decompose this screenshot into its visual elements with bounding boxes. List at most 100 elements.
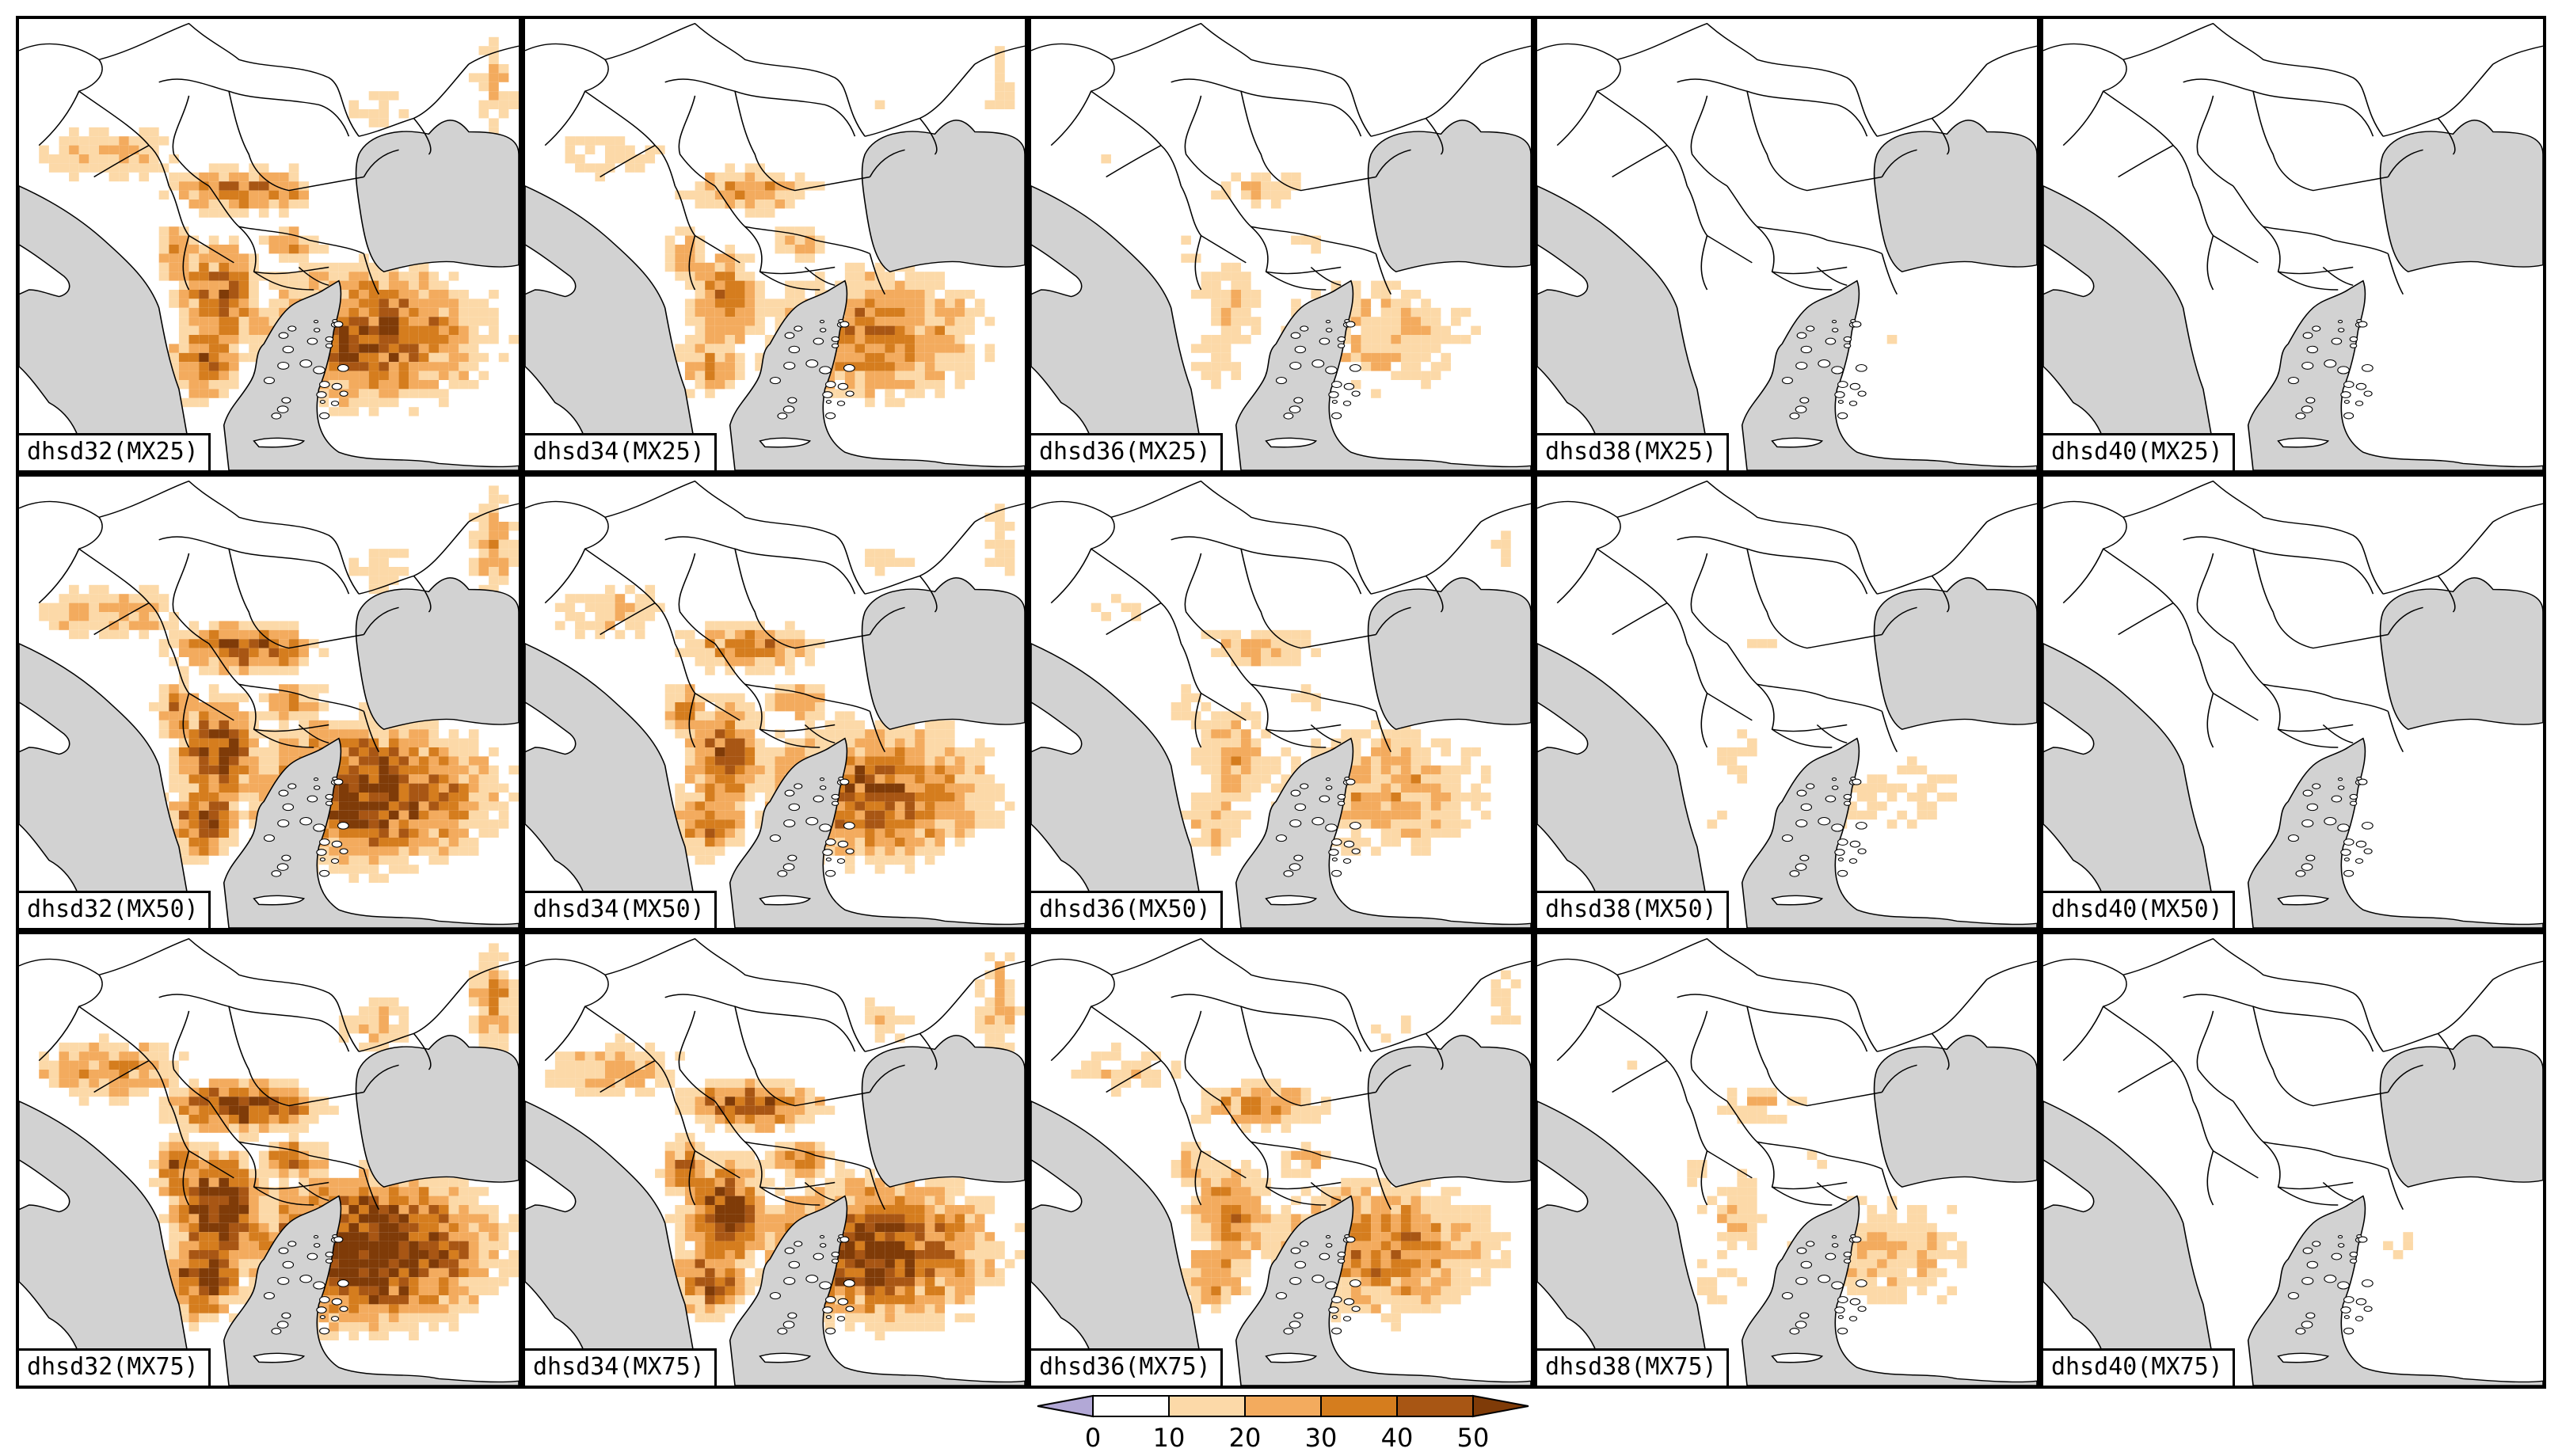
heat-cell: [348, 801, 360, 811]
heat-cell: [119, 594, 129, 603]
heat-cell: [1330, 280, 1342, 290]
map-canvas: [525, 934, 1025, 1386]
heat-cell: [974, 1006, 985, 1016]
heat-cell: [78, 621, 89, 630]
heat-cell: [764, 172, 775, 182]
heat-cell: [705, 756, 715, 766]
heat-cell: [398, 1033, 409, 1043]
heat-cell: [1261, 639, 1271, 648]
heat-cell: [418, 1214, 429, 1223]
border-line: [1180, 643, 1247, 721]
heat-cell: [508, 335, 519, 344]
heat-cell: [409, 1177, 419, 1188]
heat-cell: [439, 362, 449, 371]
heat-cell: [755, 208, 765, 218]
heat-cell: [584, 136, 596, 146]
heat-cell: [1421, 298, 1431, 308]
heat-cell: [1211, 362, 1221, 371]
heat-cell: [299, 1205, 309, 1215]
heat-cell: [1231, 371, 1242, 380]
heat-cell: [388, 272, 399, 281]
heat-cell: [1767, 639, 1777, 648]
heat-cell: [238, 693, 249, 702]
heat-cell: [1291, 181, 1301, 191]
heat-cell: [855, 810, 866, 820]
heat-cell: [655, 1070, 665, 1079]
heat-cell: [805, 702, 815, 712]
heat-cell: [338, 865, 349, 874]
heat-cell: [108, 1042, 120, 1052]
heat-cell: [199, 1177, 209, 1188]
heat-cell: [1220, 335, 1232, 344]
heat-cell: [1451, 819, 1461, 829]
border-line: [363, 1064, 399, 1093]
heat-cell: [695, 262, 706, 272]
heat-cell: [478, 1205, 489, 1215]
border-line: [1480, 45, 1531, 65]
heat-cell: [1220, 765, 1232, 775]
heat-cell: [338, 855, 349, 865]
heat-cell: [249, 181, 259, 191]
heat-cell: [1220, 720, 1232, 730]
map-canvas: [1537, 19, 2037, 470]
heat-cell: [169, 621, 179, 630]
heat-cell: [805, 684, 815, 694]
heat-cell: [1341, 793, 1351, 802]
heat-cell: [915, 828, 925, 838]
heat-cell: [945, 810, 955, 820]
heat-cell: [219, 1232, 230, 1241]
heat-cell: [805, 1142, 815, 1151]
island: [278, 789, 289, 796]
heat-cell: [359, 1042, 369, 1052]
heat-cell: [954, 783, 965, 793]
heat-cell: [308, 702, 319, 712]
heat-cell: [409, 298, 419, 308]
heat-cell: [208, 307, 219, 317]
border-line: [168, 643, 234, 721]
heat-cell: [258, 666, 269, 675]
heat-cell: [675, 629, 685, 640]
island: [313, 785, 321, 790]
heat-cell: [149, 612, 159, 622]
heat-cell: [219, 1241, 230, 1250]
heat-cell: [1241, 810, 1251, 820]
map-canvas: [19, 19, 519, 470]
heat-cell: [1501, 539, 1511, 549]
heat-cell: [199, 181, 209, 191]
island: [1351, 848, 1361, 854]
heat-cell: [348, 1304, 360, 1313]
heat-cell: [478, 1250, 489, 1260]
heat-cell: [814, 272, 825, 281]
heat-cell: [478, 828, 489, 838]
island: [1325, 823, 1338, 832]
heat-cell: [199, 1087, 209, 1097]
heat-cell: [498, 1042, 509, 1052]
heat-cell: [249, 317, 259, 326]
heat-cell: [974, 988, 985, 998]
heat-cell: [219, 846, 230, 856]
heat-cell: [229, 1222, 239, 1233]
heat-cell: [995, 82, 1005, 92]
italy-heel: [19, 701, 70, 755]
heat-cell: [1211, 298, 1221, 308]
heat-cell: [368, 855, 379, 865]
heat-cell: [299, 245, 309, 254]
heat-cell: [219, 639, 230, 648]
heat-cell: [299, 684, 309, 694]
heat-cell: [489, 549, 499, 558]
heat-cell: [645, 594, 656, 603]
heat-cell: [338, 1295, 349, 1305]
heat-cell: [1241, 729, 1251, 739]
heat-cell: [359, 1259, 369, 1268]
heat-cell: [844, 765, 855, 775]
island: [1852, 778, 1862, 785]
heat-cell: [478, 73, 489, 82]
heat-cell: [359, 352, 369, 363]
island: [836, 401, 846, 406]
heat-cell: [725, 629, 736, 640]
heat-cell: [448, 344, 459, 353]
heat-cell: [428, 729, 440, 739]
heat-cell: [945, 747, 955, 757]
heat-cell: [478, 1187, 489, 1196]
heat-cell: [885, 380, 895, 390]
